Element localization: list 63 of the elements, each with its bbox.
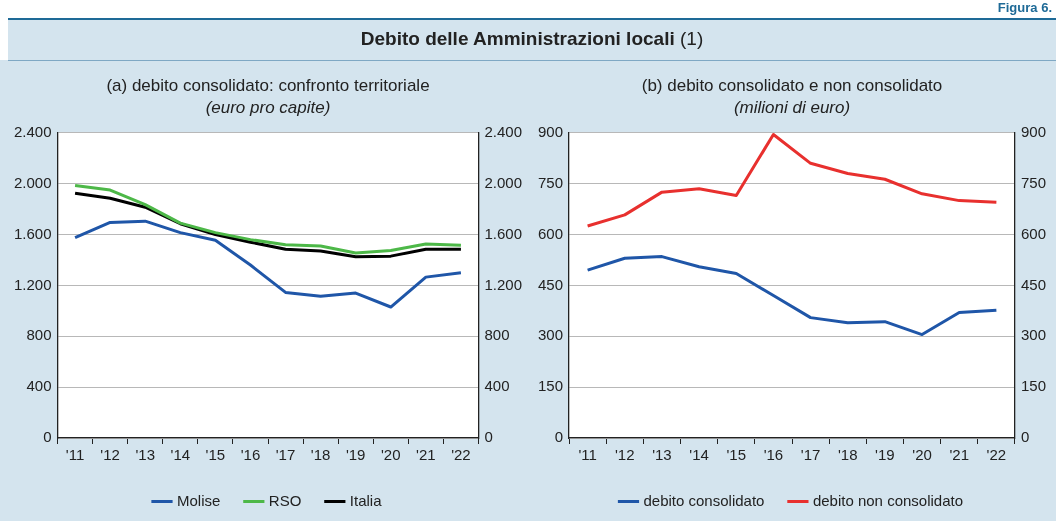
x-tick-label: '13 [135, 446, 156, 464]
y-tick-label: 900 [538, 122, 564, 140]
y-tick-label: 800 [26, 326, 52, 344]
x-tick-label: '17 [800, 446, 821, 464]
y2-tick-label: 300 [1020, 326, 1046, 344]
y2-tick-label: 2.400 [484, 122, 523, 140]
x-tick-label: '18 [310, 446, 331, 464]
x-tick-label: '13 [652, 446, 672, 464]
y-tick-label: 750 [538, 173, 564, 191]
x-tick-label: '17 [275, 446, 296, 464]
y2-tick-label: 800 [484, 326, 510, 344]
chart-subtitle: (euro pro capite) [205, 98, 331, 118]
y-tick-label: 300 [538, 326, 564, 344]
x-tick-label: '21 [949, 446, 970, 464]
x-tick-label: '14 [689, 446, 709, 464]
y-tick-label: 150 [538, 377, 564, 395]
y2-tick-label: 0 [484, 428, 493, 446]
legend-label: RSO [268, 491, 302, 509]
x-tick-label: '15 [205, 446, 226, 464]
legend-label: debito consolidato [643, 491, 765, 509]
legend-label: Molise [176, 491, 221, 509]
y-tick-label: 400 [26, 377, 52, 395]
y2-tick-label: 750 [1020, 173, 1046, 191]
y-tick-label: 1.200 [13, 275, 52, 293]
y-tick-label: 0 [43, 428, 52, 446]
y-tick-label: 1.600 [13, 224, 52, 242]
y-tick-label: 2.400 [13, 122, 52, 140]
x-tick-label: '14 [170, 446, 191, 464]
x-tick-label: '20 [380, 446, 401, 464]
y2-tick-label: 600 [1020, 224, 1046, 242]
y2-tick-label: 450 [1020, 275, 1046, 293]
text: Figura 6. [997, 0, 1052, 15]
text: Debito delle Amministrazioni locali (1) [8, 18, 1056, 61]
y2-tick-label: 900 [1020, 122, 1046, 140]
y2-tick-label: 400 [484, 377, 510, 395]
x-tick-label: '19 [875, 446, 895, 464]
x-tick-label: '16 [763, 446, 784, 464]
x-tick-label: '11 [65, 446, 85, 464]
y2-tick-label: 1.200 [484, 275, 523, 293]
x-tick-label: '18 [837, 446, 858, 464]
chart-title: (a) debito consolidato: confronto territoriale [106, 75, 430, 95]
x-tick-label: '11 [578, 446, 597, 464]
x-tick-label: '21 [416, 446, 436, 464]
y-tick-label: 2.000 [13, 173, 52, 191]
x-tick-label: '19 [345, 446, 366, 464]
y-tick-label: 600 [538, 224, 564, 242]
y2-tick-label: 150 [1020, 377, 1046, 395]
x-tick-label: '15 [726, 446, 747, 464]
x-tick-label: '20 [912, 446, 932, 464]
chart-title: (b) debito consolidato e non consolidato [641, 75, 943, 95]
x-tick-label: '12 [614, 446, 635, 464]
chart-subtitle: (milioni di euro) [733, 98, 851, 118]
legend-label: Italia [349, 491, 383, 509]
x-tick-label: '22 [451, 446, 471, 464]
y2-tick-label: 2.000 [484, 173, 523, 191]
legend-label: debito non consolidato [812, 491, 964, 509]
y-tick-label: 450 [538, 275, 564, 293]
y2-tick-label: 1.600 [484, 224, 523, 242]
y2-tick-label: 0 [1020, 428, 1030, 446]
y-tick-label: 0 [554, 428, 564, 446]
x-tick-label: '12 [100, 446, 120, 464]
x-tick-label: '22 [986, 446, 1007, 464]
x-tick-label: '16 [240, 446, 261, 464]
